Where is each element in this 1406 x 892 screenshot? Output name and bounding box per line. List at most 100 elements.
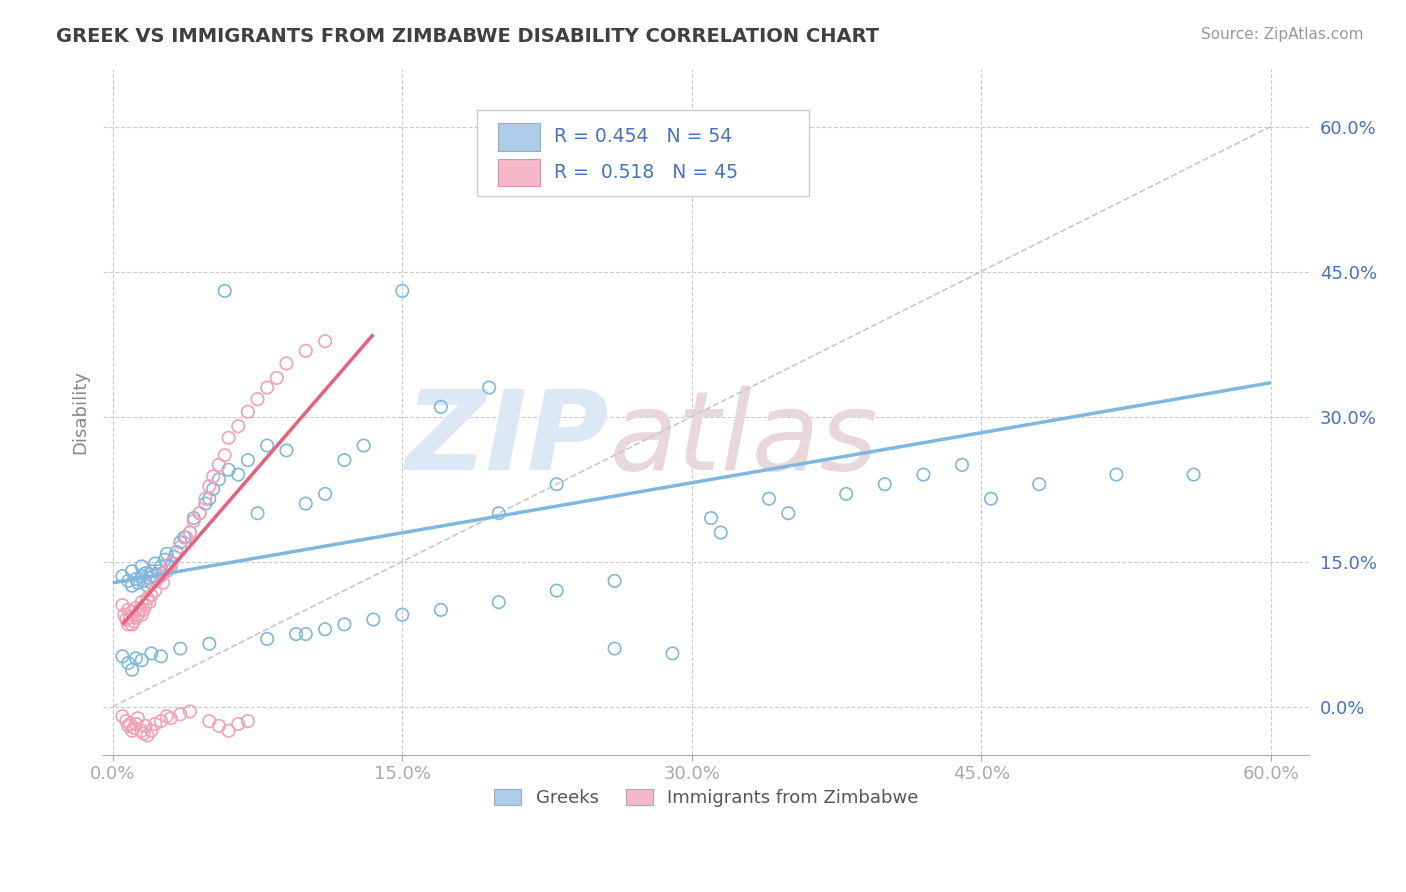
- Point: [173, 530, 195, 544]
- Point: [218, 431, 240, 445]
- Point: [198, 714, 221, 728]
- Point: [156, 709, 179, 723]
- Point: [363, 613, 385, 627]
- Point: [117, 719, 139, 733]
- Point: [150, 569, 173, 583]
- Point: [153, 552, 176, 566]
- Point: [156, 547, 179, 561]
- Point: [125, 601, 148, 615]
- Point: [174, 530, 197, 544]
- Point: [125, 651, 148, 665]
- Point: [152, 566, 174, 581]
- Point: [208, 472, 231, 486]
- Point: [194, 497, 217, 511]
- Point: [141, 588, 163, 602]
- Point: [111, 709, 134, 723]
- Point: [121, 564, 143, 578]
- Point: [159, 557, 181, 571]
- Point: [148, 564, 170, 578]
- Legend: Greeks, Immigrants from Zimbabwe: Greeks, Immigrants from Zimbabwe: [486, 781, 925, 814]
- Point: [132, 574, 155, 588]
- Point: [138, 595, 160, 609]
- Point: [166, 545, 188, 559]
- Point: [294, 497, 316, 511]
- Point: [236, 714, 259, 728]
- Point: [179, 525, 201, 540]
- Point: [188, 506, 211, 520]
- Point: [256, 632, 278, 646]
- Point: [142, 569, 165, 583]
- Point: [276, 443, 298, 458]
- Point: [115, 613, 138, 627]
- Point: [256, 438, 278, 452]
- Point: [1182, 467, 1205, 482]
- Point: [188, 506, 211, 520]
- Point: [198, 491, 221, 506]
- Point: [125, 610, 148, 624]
- Point: [226, 467, 249, 482]
- Point: [135, 598, 157, 612]
- Point: [710, 525, 733, 540]
- Point: [285, 627, 308, 641]
- Point: [198, 637, 221, 651]
- Point: [143, 583, 166, 598]
- Point: [912, 467, 935, 482]
- Point: [950, 458, 973, 472]
- Point: [256, 380, 278, 394]
- Point: [208, 458, 231, 472]
- Text: Source: ZipAtlas.com: Source: ZipAtlas.com: [1201, 27, 1364, 42]
- Point: [546, 583, 568, 598]
- Point: [183, 514, 205, 528]
- Point: [152, 575, 174, 590]
- Point: [169, 540, 191, 554]
- Point: [246, 506, 269, 520]
- Point: [835, 487, 858, 501]
- Point: [169, 641, 191, 656]
- Point: [202, 482, 225, 496]
- Point: [127, 575, 149, 590]
- Point: [430, 603, 453, 617]
- Point: [236, 405, 259, 419]
- Point: [122, 721, 145, 735]
- Point: [208, 719, 231, 733]
- Point: [478, 380, 501, 394]
- Point: [131, 723, 153, 738]
- FancyBboxPatch shape: [498, 123, 540, 151]
- Point: [778, 506, 800, 520]
- Point: [156, 564, 179, 578]
- Point: [488, 506, 510, 520]
- Text: atlas: atlas: [610, 385, 879, 492]
- Point: [115, 714, 138, 728]
- Point: [169, 707, 191, 722]
- Point: [117, 603, 139, 617]
- Point: [111, 649, 134, 664]
- Point: [276, 356, 298, 370]
- Point: [143, 717, 166, 731]
- Point: [120, 610, 142, 624]
- Point: [141, 723, 163, 738]
- Point: [218, 463, 240, 477]
- Point: [135, 719, 157, 733]
- Point: [198, 479, 221, 493]
- Point: [391, 284, 413, 298]
- Point: [117, 656, 139, 670]
- Point: [333, 453, 356, 467]
- Point: [131, 569, 153, 583]
- Point: [121, 723, 143, 738]
- Point: [1105, 467, 1128, 482]
- Text: ZIP: ZIP: [406, 385, 610, 492]
- Point: [131, 559, 153, 574]
- Point: [143, 557, 166, 571]
- Point: [218, 723, 240, 738]
- Point: [131, 595, 153, 609]
- Point: [214, 284, 236, 298]
- Point: [150, 559, 173, 574]
- Point: [546, 477, 568, 491]
- Point: [117, 617, 139, 632]
- Point: [183, 511, 205, 525]
- Point: [132, 603, 155, 617]
- Point: [236, 453, 259, 467]
- Y-axis label: Disability: Disability: [72, 369, 89, 454]
- Point: [700, 511, 723, 525]
- Point: [141, 647, 163, 661]
